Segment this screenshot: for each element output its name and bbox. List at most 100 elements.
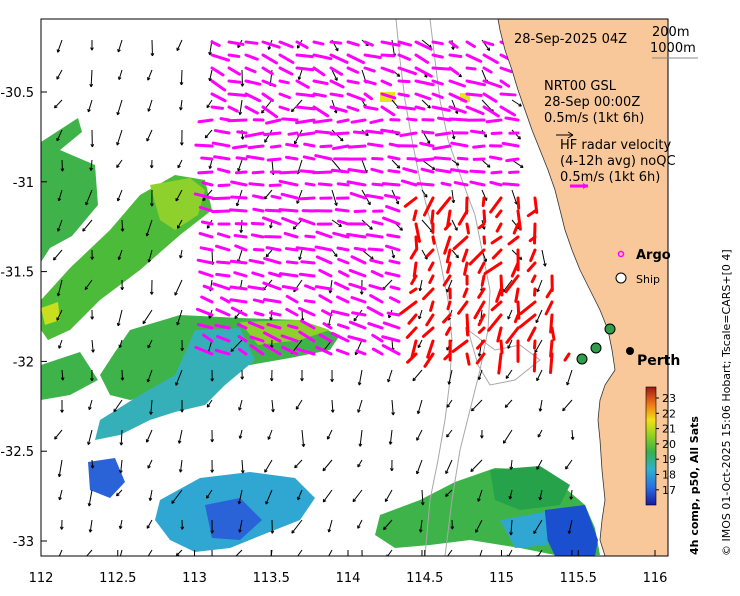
radar-arrow — [233, 146, 246, 148]
radar-arrow — [438, 118, 450, 120]
radar-arrow — [280, 210, 297, 211]
radar-arrow — [305, 144, 314, 146]
radar-arrow — [467, 94, 481, 95]
model-name: NRT00 GSL — [544, 79, 617, 94]
radar-arrow — [367, 131, 382, 133]
radar-arrow — [383, 184, 399, 185]
radar-arrow — [254, 300, 263, 302]
radar-arrow — [201, 248, 212, 250]
radar-arrow — [433, 55, 442, 57]
x-tick-label: 113 — [182, 571, 207, 586]
colorbar-tick-label: 20 — [662, 438, 676, 451]
colorbar-tick-label: 19 — [662, 453, 676, 466]
radar-arrow — [280, 172, 297, 173]
y-tick-label: -33 — [13, 535, 34, 550]
radar-arrow — [297, 107, 314, 109]
radar-arrow — [213, 198, 229, 199]
radar-arrow — [252, 235, 263, 237]
radar-arrow — [355, 248, 365, 250]
radar-arrow-nearshore — [484, 211, 485, 222]
radar-arrow — [349, 146, 365, 147]
radar-arrow — [316, 132, 331, 133]
radar-arrow — [229, 120, 246, 121]
radar-arrow — [435, 158, 450, 159]
radar-arrow-nearshore — [534, 354, 535, 371]
x-tick-label: 112.5 — [99, 571, 136, 586]
radar-arrow — [255, 313, 263, 315]
radar-arrow — [229, 81, 240, 82]
colorbar-tick-label: 17 — [662, 484, 676, 497]
radar-arrow — [487, 120, 501, 122]
radar-arrow — [338, 120, 348, 122]
colorbar-tick-label: 22 — [662, 407, 676, 420]
temperature-colorbar — [646, 387, 656, 505]
radar-arrow — [300, 274, 314, 276]
radar-scale: 0.5m/s (1kt 6h) — [560, 170, 660, 185]
radar-arrow — [369, 144, 382, 146]
radar-arrow — [423, 132, 433, 133]
radar-arrow — [237, 158, 246, 159]
radar-arrow — [301, 171, 314, 172]
radar-arrow — [254, 209, 263, 211]
radar-arrow — [304, 157, 314, 159]
radar-arrow — [471, 171, 484, 172]
radar-arrow — [280, 81, 288, 83]
radar-arrow — [298, 133, 314, 135]
argo-legend-label: Argo — [636, 248, 671, 263]
radar-arrow — [321, 146, 331, 147]
bathymetry-legend-200: 200m — [652, 25, 689, 40]
radar-arrow — [235, 235, 246, 237]
radar-arrow — [492, 133, 501, 134]
radar-arrow — [212, 107, 222, 108]
radar-arrow-nearshore — [516, 289, 518, 301]
radar-arrow — [471, 131, 484, 133]
radar-arrow — [253, 172, 263, 173]
radar-arrow-nearshore — [501, 341, 502, 353]
mooring-marker — [591, 343, 601, 353]
radar-averaging: (4-12h avg) noQC — [560, 154, 676, 169]
radar-arrow — [390, 261, 399, 263]
radar-arrow — [314, 172, 331, 173]
radar-arrow — [246, 42, 257, 43]
radar-arrow — [252, 223, 263, 224]
radar-arrow — [331, 94, 342, 96]
radar-arrow — [399, 107, 414, 109]
radar-arrow — [417, 159, 433, 160]
radar-arrow — [217, 274, 229, 276]
map-timestamp: 28-Sep-2025 04Z — [514, 32, 627, 47]
radar-arrow — [369, 249, 382, 250]
radar-arrow — [199, 172, 212, 173]
radar-arrow — [332, 170, 348, 172]
y-tick-label: -30.5 — [0, 86, 34, 101]
radar-arrow-nearshore — [482, 276, 484, 285]
radar-arrow — [338, 248, 348, 250]
radar-arrow-nearshore — [467, 224, 468, 233]
radar-arrow — [458, 158, 467, 159]
x-tick-label: 114.5 — [406, 571, 443, 586]
radar-arrow — [231, 261, 246, 263]
radar-title: HF radar velocity — [560, 138, 672, 153]
radar-arrow — [268, 159, 280, 160]
radar-arrow — [272, 196, 280, 198]
radar-arrow — [300, 198, 314, 199]
radar-arrow — [297, 94, 314, 96]
x-tick-label: 113.5 — [253, 571, 290, 586]
x-tick-label: 114 — [336, 571, 361, 586]
radar-arrow — [399, 94, 408, 96]
radar-arrow — [229, 94, 246, 95]
radar-arrow — [467, 68, 475, 69]
radar-arrow — [354, 132, 365, 133]
radar-arrow — [399, 81, 409, 82]
radar-arrow-nearshore — [433, 237, 434, 243]
radar-arrow-nearshore — [467, 354, 469, 364]
radar-arrow — [229, 55, 239, 56]
radar-arrow — [306, 184, 314, 185]
radar-arrow — [297, 55, 312, 57]
radar-arrow — [348, 81, 358, 83]
radar-arrow — [416, 107, 424, 109]
radar-arrow — [202, 222, 212, 224]
radar-arrow-nearshore — [416, 237, 417, 249]
radar-arrow — [266, 210, 280, 211]
perth-label: Perth — [637, 353, 680, 369]
